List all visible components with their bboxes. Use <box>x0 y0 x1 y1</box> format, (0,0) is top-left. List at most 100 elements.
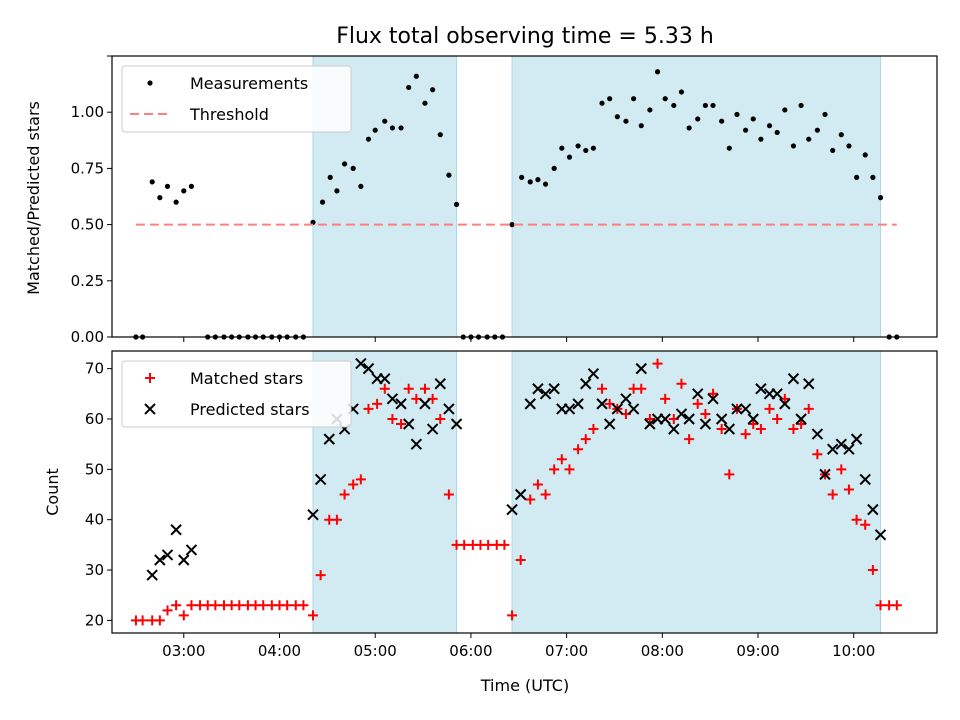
bottom-matched-stars-point <box>540 489 551 500</box>
bottom-matched-stars-point <box>660 393 671 404</box>
bottom-predicted-stars-point <box>811 428 824 440</box>
bottom-predicted-stars-point <box>419 398 431 410</box>
bottom-matched-stars-point <box>387 413 398 424</box>
top-measurements-point <box>509 222 515 228</box>
bottom-predicted-stars-point <box>146 569 158 581</box>
top-legend-threshold-label: Threshold <box>189 105 269 124</box>
top-y-tick-label: 0.25 <box>71 272 104 290</box>
bottom-matched-stars-point <box>836 464 847 475</box>
top-measurements-point <box>164 183 171 189</box>
top-measurements-point <box>654 69 661 75</box>
bottom-matched-stars-point <box>162 605 173 616</box>
bottom-shaded-interval <box>511 350 882 634</box>
top-measurements-point <box>846 143 852 149</box>
bottom-predicted-stars-point <box>644 418 656 430</box>
top-measurements-point <box>806 136 812 142</box>
bottom-legend-predicted-stars-marker <box>144 403 156 415</box>
bottom-matched-stars-point <box>875 600 886 611</box>
top-measurements-point <box>173 199 179 205</box>
bottom-matched-stars-point <box>891 600 902 611</box>
bottom-matched-stars-point <box>210 600 221 611</box>
bottom-predicted-stars-point <box>620 393 632 405</box>
top-measurements-point <box>719 118 725 124</box>
bottom-predicted-stars-point <box>548 383 560 395</box>
bottom-predicted-stars-point <box>867 503 879 516</box>
top-y-tick-label: 0.50 <box>71 216 104 234</box>
top-axes-frame <box>111 55 938 338</box>
bottom-predicted-stars-point <box>443 403 455 415</box>
top-measurements-point <box>181 188 187 194</box>
bottom-y-tick-label: 40 <box>85 511 104 529</box>
top-measurements-point <box>430 87 436 93</box>
top-measurements-point <box>726 145 732 151</box>
bottom-predicted-stars-point <box>386 393 399 405</box>
bottom-matched-stars-point <box>740 429 751 440</box>
bottom-predicted-stars-point <box>379 372 391 385</box>
bottom-matched-stars-point <box>515 554 526 565</box>
bottom-predicted-stars-point <box>185 544 198 556</box>
bottom-matched-stars-point <box>564 464 575 475</box>
bottom-matched-stars-point <box>331 514 342 525</box>
bottom-matched-stars-point <box>549 464 560 475</box>
bottom-matched-stars-point <box>483 539 494 550</box>
bottom-matched-stars-point <box>588 424 599 435</box>
bottom-matched-stars-point <box>372 398 383 409</box>
bottom-matched-stars-point <box>348 479 359 490</box>
bottom-matched-stars-point <box>573 444 584 455</box>
bottom-matched-stars-point <box>186 600 197 611</box>
bottom-predicted-stars-point <box>707 393 719 405</box>
top-measurements-point <box>422 100 428 106</box>
bottom-legend-matched-stars-marker <box>145 373 155 383</box>
bottom-predicted-stars-point <box>539 388 552 400</box>
bottom-matched-stars-point <box>764 403 775 414</box>
top-measurements-point <box>631 96 637 102</box>
bottom-matched-stars-point <box>234 600 245 611</box>
bottom-matched-stars-point <box>652 358 663 369</box>
bottom-x-tick-label: 10:00 <box>832 642 875 660</box>
bottom-predicted-stars-point <box>755 383 767 395</box>
bottom-x-tick-label: 06:00 <box>449 642 492 660</box>
top-y-tick-label: 1.00 <box>71 103 104 121</box>
top-measurements-point <box>446 172 452 178</box>
top-measurements-point <box>527 179 533 185</box>
top-measurements-point <box>710 102 716 109</box>
top-y-tick-label: 0.00 <box>71 328 104 346</box>
bottom-matched-stars-point <box>851 514 862 525</box>
top-measurements-point <box>157 195 163 201</box>
bottom-predicted-stars-point <box>819 468 831 481</box>
bottom-predicted-stars-point <box>506 503 518 516</box>
top-panel: 0.00 0.25 0.50 0.75 1.00 Measurements Threshol… <box>71 55 938 346</box>
bottom-matched-stars-point <box>812 449 823 460</box>
top-measurements-point <box>702 102 708 109</box>
top-shaded-interval <box>511 55 882 338</box>
top-measurements-point <box>671 102 677 109</box>
bottom-matched-stars-point <box>708 388 719 399</box>
bottom-matched-stars-point <box>258 600 269 611</box>
top-measurements-point <box>814 127 820 133</box>
bottom-predicted-stars-point <box>587 367 600 380</box>
top-measurements-point <box>566 154 573 160</box>
bottom-predicted-stars-point <box>307 508 319 521</box>
bottom-matched-stars-point <box>298 600 309 611</box>
top-measurements-point <box>734 111 740 118</box>
top-measurements-point <box>327 174 333 180</box>
bottom-predicted-stars-point <box>635 362 647 375</box>
chart-title: Flux total observing time = 5.33 h <box>336 24 714 49</box>
top-measurements-point <box>398 125 404 131</box>
bottom-predicted-stars-point <box>154 554 166 566</box>
bottom-predicted-stars-point <box>739 403 752 415</box>
bottom-matched-stars-point <box>355 474 366 485</box>
bottom-predicted-stars-point <box>178 554 190 566</box>
top-measurements-point <box>782 107 788 113</box>
bottom-matched-stars-point <box>363 403 374 414</box>
top-measurements-point <box>341 161 348 167</box>
top-legend-measurements-marker <box>147 80 153 86</box>
bottom-matched-stars-point <box>684 434 695 445</box>
bottom-matched-stars-point <box>724 469 735 480</box>
bottom-x-tick-label: 09:00 <box>736 642 779 660</box>
top-measurements-point <box>838 132 844 138</box>
bottom-predicted-stars-point <box>611 403 624 415</box>
bottom-predicted-stars-point <box>170 524 182 536</box>
bottom-predicted-stars-point <box>683 413 695 425</box>
